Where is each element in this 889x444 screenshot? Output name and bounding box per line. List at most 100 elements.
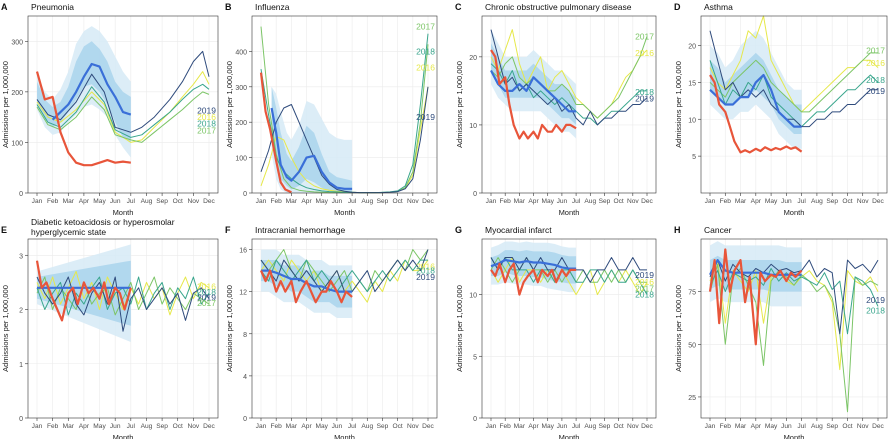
x-tick-label: Feb — [499, 423, 511, 430]
x-axis-title: Month — [784, 433, 805, 439]
y-axis-title: Admissions per 1,000,000 — [455, 285, 464, 372]
x-tick-label: Aug — [141, 423, 153, 430]
x-tick-label: Sep — [599, 198, 611, 205]
x-tick-label: Jul — [348, 198, 357, 205]
x-tick-label: Apr — [301, 423, 312, 430]
x-tick-label: Apr — [528, 198, 539, 205]
series-line-2019 — [36, 50, 210, 133]
panel-frame — [27, 15, 219, 194]
series-line-2017 — [709, 263, 879, 413]
x-tick-label: Jun — [557, 198, 568, 205]
x-tick-label: Dec — [872, 198, 884, 205]
x-tick-label: Apr — [79, 423, 90, 430]
x-tick-label: Feb — [270, 423, 282, 430]
series-line-2019 — [709, 30, 878, 128]
year-label: 2018 — [197, 287, 216, 297]
series-line-2016 — [36, 71, 210, 143]
x-tick-label: Feb — [270, 198, 282, 205]
year-label: 2019 — [866, 295, 885, 305]
y-tick-label: 200 — [11, 90, 23, 97]
x-tick-label: Jul — [572, 198, 581, 205]
panel-frame — [481, 238, 657, 419]
x-tick-label: Aug — [584, 423, 596, 430]
x-tick-label: Dec — [872, 423, 884, 430]
year-label: 2017 — [416, 22, 435, 32]
year-label: 2019 — [635, 270, 654, 280]
x-tick-label: Aug — [811, 423, 823, 430]
panel-letter: H — [674, 225, 681, 235]
x-tick-label: Mar — [63, 198, 75, 205]
x-tick-label: Dec — [422, 423, 434, 430]
year-label: 2017 — [866, 46, 885, 56]
x-tick-label: Nov — [857, 198, 869, 205]
year-label: 2019 — [635, 93, 654, 103]
x-tick-label: Jul — [797, 198, 806, 205]
x-tick-label: Sep — [156, 423, 168, 430]
series-line-2019 — [490, 257, 647, 283]
x-tick-label: Dec — [203, 423, 215, 430]
y-tick-label: 400 — [235, 49, 247, 56]
x-tick-label: Oct — [842, 423, 852, 430]
y-tick-label: 300 — [235, 85, 247, 92]
y-tick-label: 200 — [235, 120, 247, 127]
series-line-2017 — [709, 52, 878, 113]
x-tick-label: Nov — [857, 423, 869, 430]
panel-title: Pneumonia — [31, 2, 74, 12]
band-outer — [37, 26, 131, 158]
panel-frame — [251, 15, 438, 194]
x-tick-label: Oct — [842, 198, 852, 205]
x-tick-label: May — [315, 198, 328, 205]
x-tick-label: May — [93, 198, 106, 205]
year-label: 2018 — [635, 290, 654, 300]
x-axis-title: Month — [113, 433, 134, 439]
y-tick-label: 0 — [243, 416, 247, 423]
y-axis-title: Admissions per 1,000,000 — [1, 285, 10, 372]
y-axis-title: Admissions per 1,000,000 — [674, 61, 683, 148]
series-line-2020-covid- — [708, 248, 803, 346]
x-axis-title: Month — [113, 208, 134, 217]
panel-frame — [481, 15, 657, 194]
year-label: 2018 — [197, 119, 216, 129]
panel-title: Diabetic ketoacidosis or hyperosmolar hyp… — [31, 217, 175, 237]
x-tick-label: Oct — [173, 423, 183, 430]
panel-letter: A — [1, 2, 8, 12]
x-tick-label: Mar — [63, 423, 75, 430]
panel-title: Intracranial hemorrhage — [255, 225, 346, 235]
series-line-2020 — [490, 258, 577, 270]
x-tick-label: Nov — [187, 423, 199, 430]
x-tick-label: May — [315, 423, 328, 430]
x-tick-label: Jun — [781, 423, 792, 430]
x-tick-label: Jan — [705, 198, 716, 205]
y-axis-title: Admissions per 1,000,000 — [455, 61, 464, 148]
x-axis-title: Month — [559, 208, 580, 217]
y-tick-label: 10 — [688, 117, 696, 124]
y-axis-title: Admissions per 1,000,000 — [1, 61, 10, 148]
y-tick-label: 16 — [239, 248, 247, 255]
x-tick-label: Feb — [47, 198, 59, 205]
x-tick-label: Apr — [751, 423, 762, 430]
series-line-2020 — [270, 107, 353, 190]
x-axis-title: Month — [784, 208, 805, 217]
year-label: 2017 — [635, 31, 654, 41]
panel-title: Influenza — [255, 2, 290, 12]
x-tick-label: Jun — [332, 198, 343, 205]
series-line-2020-covid- — [490, 262, 577, 296]
panel-frame — [251, 238, 438, 419]
y-tick-label: 0 — [19, 416, 23, 423]
y-tick-label: 20 — [469, 55, 477, 62]
panel-title-line: hyperglycemic state — [31, 227, 106, 237]
y-tick-label: 8 — [243, 332, 247, 339]
panel-title-line: Diabetic ketoacidosis or hyperosmolar — [31, 217, 175, 227]
y-tick-label: 100 — [11, 140, 23, 147]
panel-letter: C — [455, 2, 462, 12]
x-tick-label: Oct — [393, 423, 403, 430]
y-tick-label: 10 — [469, 293, 477, 300]
panel-b: 2017 2018 2016 2019 0 100 200 300 400 Jan Feb Mar Ap… — [225, 2, 438, 217]
x-axis-title: Month — [559, 433, 580, 439]
panel-title: Chronic obstructive pulmonary disease — [485, 2, 632, 12]
y-tick-label: 0 — [473, 191, 477, 198]
